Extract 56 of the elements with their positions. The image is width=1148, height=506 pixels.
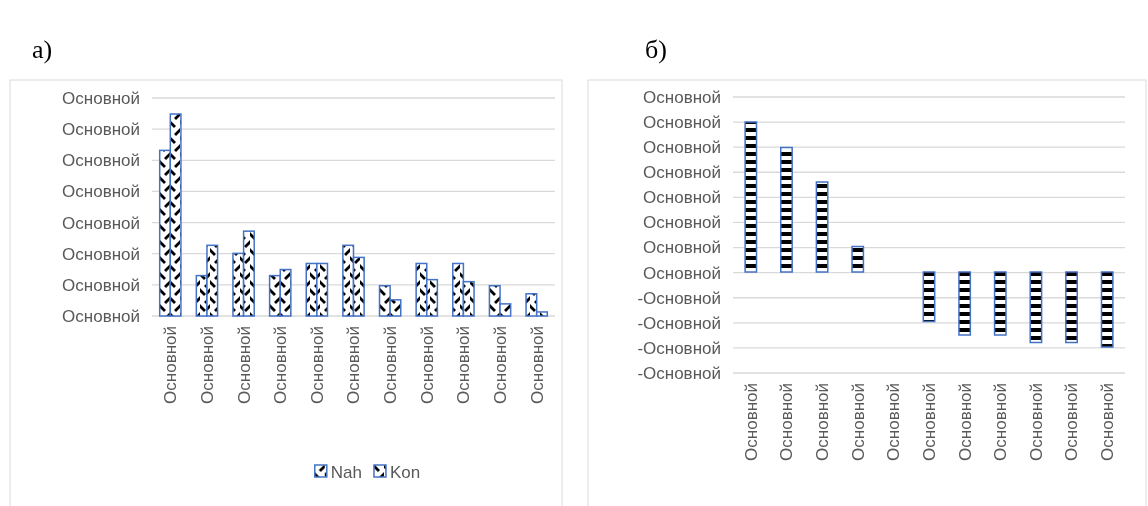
text: Основной: [62, 275, 140, 295]
text: Основной: [62, 182, 140, 202]
x-tick-label: Основной: [454, 326, 474, 404]
x-tick-label: Основной: [491, 326, 510, 404]
bar: [993, 271, 1007, 336]
bar: [744, 121, 758, 273]
text: -Основной: [637, 313, 721, 333]
x-tick-label: Основной: [234, 326, 254, 404]
bar: [1029, 271, 1043, 344]
text: Основной: [643, 87, 721, 107]
x-tick-label: Основной: [381, 326, 401, 404]
text: Основной: [643, 263, 721, 283]
legend-label: Nah: [330, 462, 362, 482]
x-tick-label: Основной: [271, 326, 291, 404]
legend-label: Kon: [389, 462, 421, 482]
chart-title: б): [645, 35, 667, 64]
x-tick-label: Основной: [955, 383, 975, 461]
bar: [958, 271, 972, 336]
text: Основной: [643, 188, 721, 208]
text: Основной: [62, 151, 140, 171]
x-tick-label: Основной: [344, 326, 364, 404]
x-tick-label: Основной: [777, 383, 797, 461]
text: Основной: [643, 138, 721, 158]
x-tick-label: Основной: [527, 326, 547, 404]
bar: [780, 146, 793, 273]
x-tick-label: Основной: [161, 326, 181, 404]
text: Основной: [643, 238, 721, 258]
x-tick-label: Основной: [741, 383, 761, 461]
bar: [815, 181, 829, 273]
text: Основной: [62, 306, 140, 326]
bar: [922, 271, 936, 323]
text: Основной: [62, 120, 140, 140]
x-tick-label: Основной: [884, 383, 904, 461]
text: Основной: [643, 213, 721, 233]
text: -Основной: [637, 363, 721, 383]
x-tick-label: Основной: [919, 383, 939, 461]
x-tick-label: Основной: [307, 326, 327, 404]
x-tick-label: Основной: [417, 326, 437, 404]
text: Основной: [62, 244, 140, 264]
text: Основной: [643, 163, 721, 183]
x-tick-label: Основной: [1062, 383, 1082, 461]
bar: [1100, 271, 1114, 348]
text: Основной: [62, 213, 140, 233]
bar: [851, 245, 865, 273]
x-tick-label: Основной: [1026, 383, 1046, 461]
text: Основной: [643, 113, 721, 133]
text: -Основной: [637, 288, 721, 308]
x-tick-label: Основной: [1098, 383, 1118, 461]
text: Основной: [62, 88, 140, 108]
x-tick-label: Основной: [848, 383, 868, 461]
chart-title: а): [32, 35, 53, 64]
text: -Основной: [637, 338, 721, 358]
bar: [1065, 271, 1078, 344]
x-tick-label: Основной: [197, 326, 217, 404]
x-tick-label: Основной: [813, 383, 833, 461]
x-tick-label: Основной: [991, 383, 1011, 461]
